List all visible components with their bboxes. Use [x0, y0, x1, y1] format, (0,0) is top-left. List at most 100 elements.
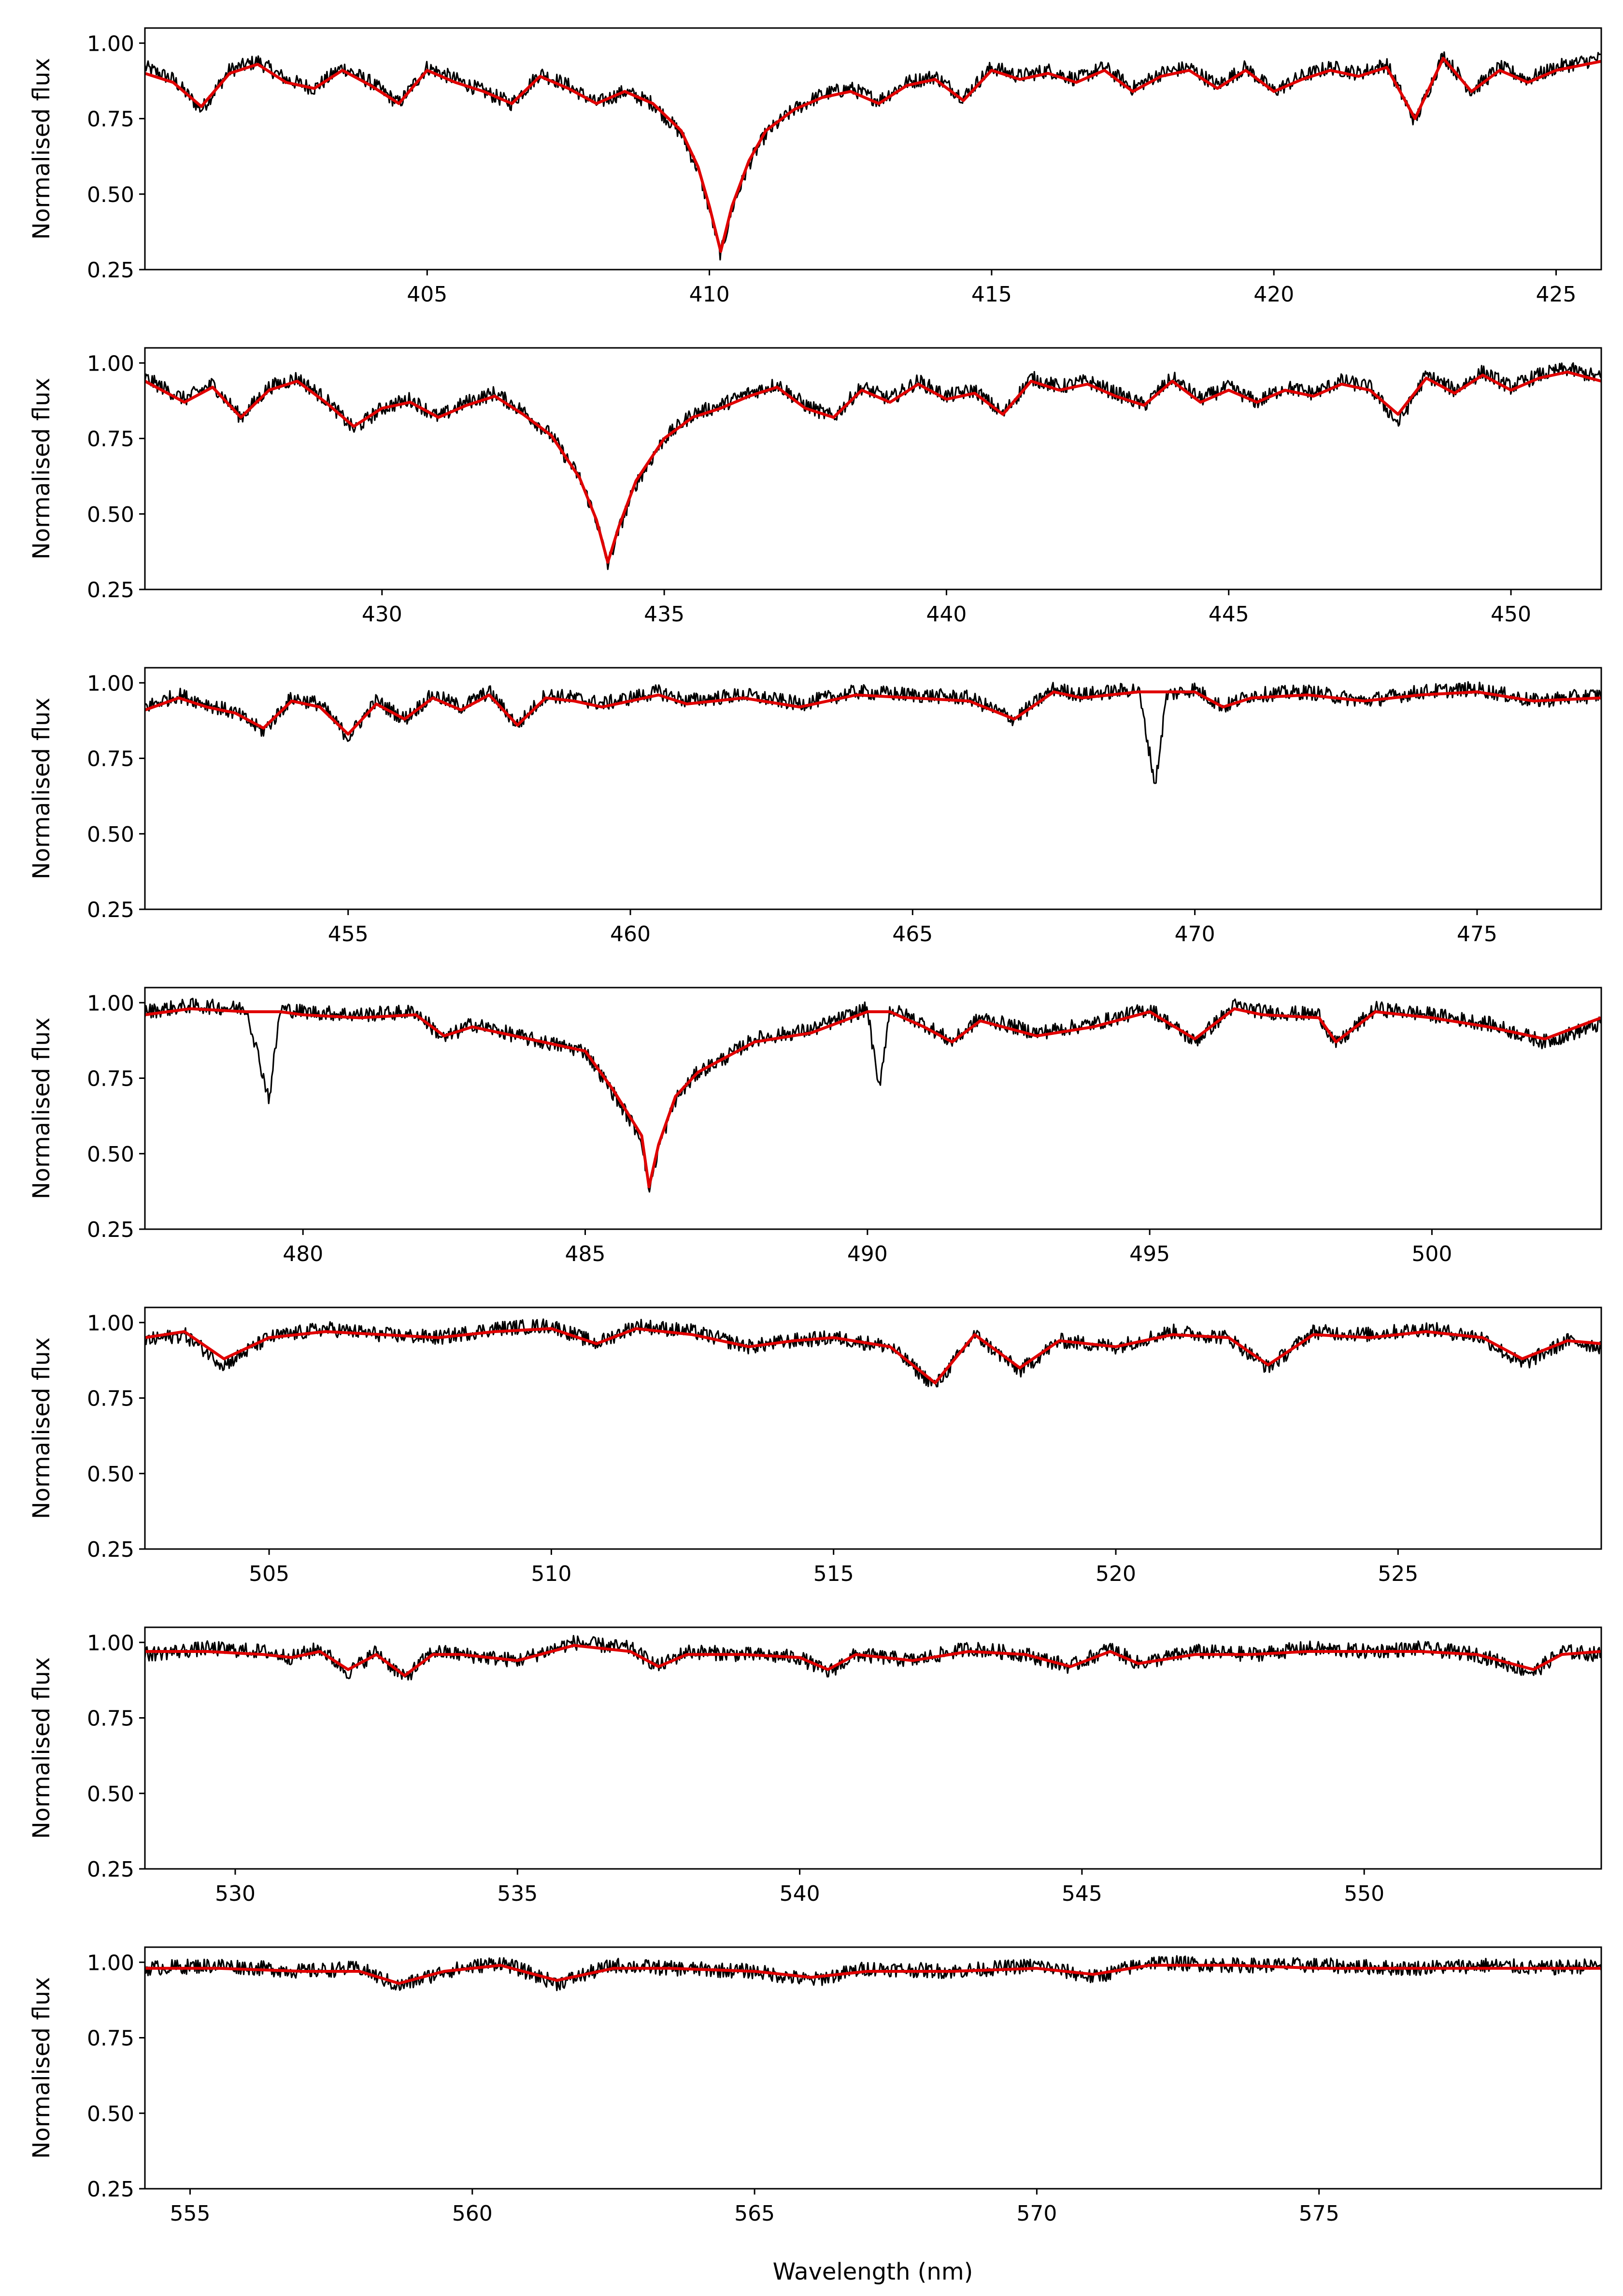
x-tick-label: 520	[1096, 1562, 1136, 1586]
panel-4: 480 485 490 495 500 0.25 0.50 0.75 1.00 Normalise…	[28, 987, 1602, 1266]
x-tick-label: 485	[565, 1242, 606, 1266]
y-tick-label: 0.25	[87, 2177, 134, 2202]
x-tick-label: 505	[249, 1562, 289, 1586]
y-axis-label: Normalised flux	[28, 58, 55, 240]
panel-2: 430 435 440 445 450 0.25 0.50 0.75 1.00 Normalise…	[28, 347, 1602, 627]
x-tick-label: 410	[689, 282, 730, 307]
x-tick-label: 575	[1299, 2201, 1339, 2226]
x-tick-label: 465	[892, 922, 933, 947]
x-tick-label: 550	[1344, 1881, 1384, 1906]
y-tick-label: 0.50	[87, 502, 134, 527]
model-spectrum-line	[145, 690, 1601, 736]
panel-7: 555 560 565 570 575 0.25 0.50 0.75 1.00 Normalise…	[28, 1946, 1602, 2226]
y-tick-label: 0.75	[87, 1387, 134, 1411]
x-tick-label: 515	[813, 1562, 854, 1586]
y-tick-label: 0.25	[87, 578, 134, 603]
x-axis-label: Wavelength (nm)	[773, 2258, 973, 2285]
x-tick-label: 540	[780, 1881, 820, 1906]
y-tick-label: 1.00	[87, 671, 134, 696]
panel-1: 405 410 415 420 425 0.25 0.50 0.75 1.00 Normalise…	[28, 27, 1602, 307]
y-tick-label: 0.50	[87, 183, 134, 207]
y-tick-label: 1.00	[87, 1311, 134, 1335]
x-tick-label: 495	[1129, 1242, 1170, 1266]
y-tick-label: 1.00	[87, 991, 134, 1016]
y-tick-label: 0.75	[87, 1707, 134, 1731]
observed-spectrum-line	[145, 362, 1601, 570]
y-axis-label: Normalised flux	[28, 378, 55, 560]
x-tick-label: 535	[497, 1881, 538, 1906]
x-tick-label: 490	[847, 1242, 888, 1266]
y-tick-label: 0.75	[87, 107, 134, 132]
y-tick-label: 0.50	[87, 1782, 134, 1807]
x-tick-label: 570	[1016, 2201, 1057, 2226]
y-tick-label: 0.25	[87, 1537, 134, 1562]
y-tick-label: 1.00	[87, 1631, 134, 1655]
y-tick-label: 0.50	[87, 1142, 134, 1167]
axes-frame	[144, 1626, 1602, 1870]
x-tick-label: 470	[1175, 922, 1215, 947]
x-tick-label: 525	[1378, 1562, 1418, 1586]
x-tick-label: 545	[1062, 1881, 1102, 1906]
x-tick-label: 405	[407, 282, 447, 307]
axes-frame	[144, 987, 1602, 1230]
y-tick-label: 1.00	[87, 31, 134, 56]
model-spectrum-line	[145, 1644, 1601, 1677]
axes-frame	[144, 1306, 1602, 1550]
x-tick-label: 440	[926, 602, 967, 627]
x-tick-label: 415	[971, 282, 1012, 307]
x-tick-label: 565	[734, 2201, 775, 2226]
x-tick-label: 475	[1457, 922, 1497, 947]
y-tick-label: 0.75	[87, 1067, 134, 1091]
observed-spectrum-line	[145, 681, 1601, 784]
y-tick-label: 0.75	[87, 427, 134, 452]
x-tick-label: 455	[328, 922, 369, 947]
x-tick-label: 480	[283, 1242, 323, 1266]
model-spectrum-line	[145, 57, 1601, 253]
axes-frame	[144, 27, 1602, 271]
x-tick-label: 530	[215, 1881, 256, 1906]
observed-spectrum-line	[145, 51, 1601, 261]
x-tick-label: 420	[1253, 282, 1294, 307]
observed-spectrum-line	[145, 1955, 1601, 1992]
panel-3: 455 460 465 470 475 0.25 0.50 0.75 1.00 Normalise…	[28, 667, 1602, 947]
y-tick-label: 0.25	[87, 258, 134, 283]
y-tick-label: 0.25	[87, 1857, 134, 1882]
x-tick-label: 510	[531, 1562, 571, 1586]
y-tick-label: 0.25	[87, 898, 134, 922]
y-axis-label: Normalised flux	[28, 698, 55, 879]
panel-6: 530 535 540 545 550 0.25 0.50 0.75 1.00 Normalise…	[28, 1626, 1602, 1906]
y-tick-label: 1.00	[87, 1951, 134, 1975]
x-tick-label: 560	[452, 2201, 493, 2226]
observed-spectrum-line	[145, 998, 1601, 1193]
axes-frame	[144, 667, 1602, 910]
model-spectrum-line	[145, 1007, 1601, 1189]
x-tick-label: 445	[1209, 602, 1249, 627]
axes-frame	[144, 1946, 1602, 2190]
x-tick-label: 425	[1536, 282, 1577, 307]
x-tick-label: 450	[1491, 602, 1531, 627]
x-tick-label: 460	[610, 922, 651, 947]
x-tick-label: 435	[644, 602, 684, 627]
y-tick-label: 0.25	[87, 1218, 134, 1242]
x-tick-label: 500	[1411, 1242, 1452, 1266]
y-tick-label: 0.75	[87, 747, 134, 772]
observed-spectrum-line	[145, 1318, 1601, 1388]
y-tick-label: 0.50	[87, 822, 134, 847]
x-tick-label: 555	[170, 2201, 210, 2226]
y-axis-label: Normalised flux	[28, 1018, 55, 1199]
model-spectrum-line	[145, 371, 1601, 564]
model-spectrum-line	[145, 1327, 1601, 1385]
y-axis-label: Normalised flux	[28, 1657, 55, 1839]
model-spectrum-line	[145, 1964, 1601, 1985]
x-tick-label: 430	[362, 602, 402, 627]
y-tick-label: 0.50	[87, 2102, 134, 2126]
y-axis-label: Normalised flux	[28, 1337, 55, 1519]
y-tick-label: 0.50	[87, 1462, 134, 1487]
y-tick-label: 1.00	[87, 351, 134, 376]
panels: 405 410 415 420 425 0.25 0.50 0.75 1.00 Normalise…	[28, 27, 1602, 2226]
panel-5: 505 510 515 520 525 0.25 0.50 0.75 1.00 Normalise…	[28, 1306, 1602, 1586]
y-tick-label: 0.75	[87, 2026, 134, 2051]
axes-frame	[144, 347, 1602, 590]
